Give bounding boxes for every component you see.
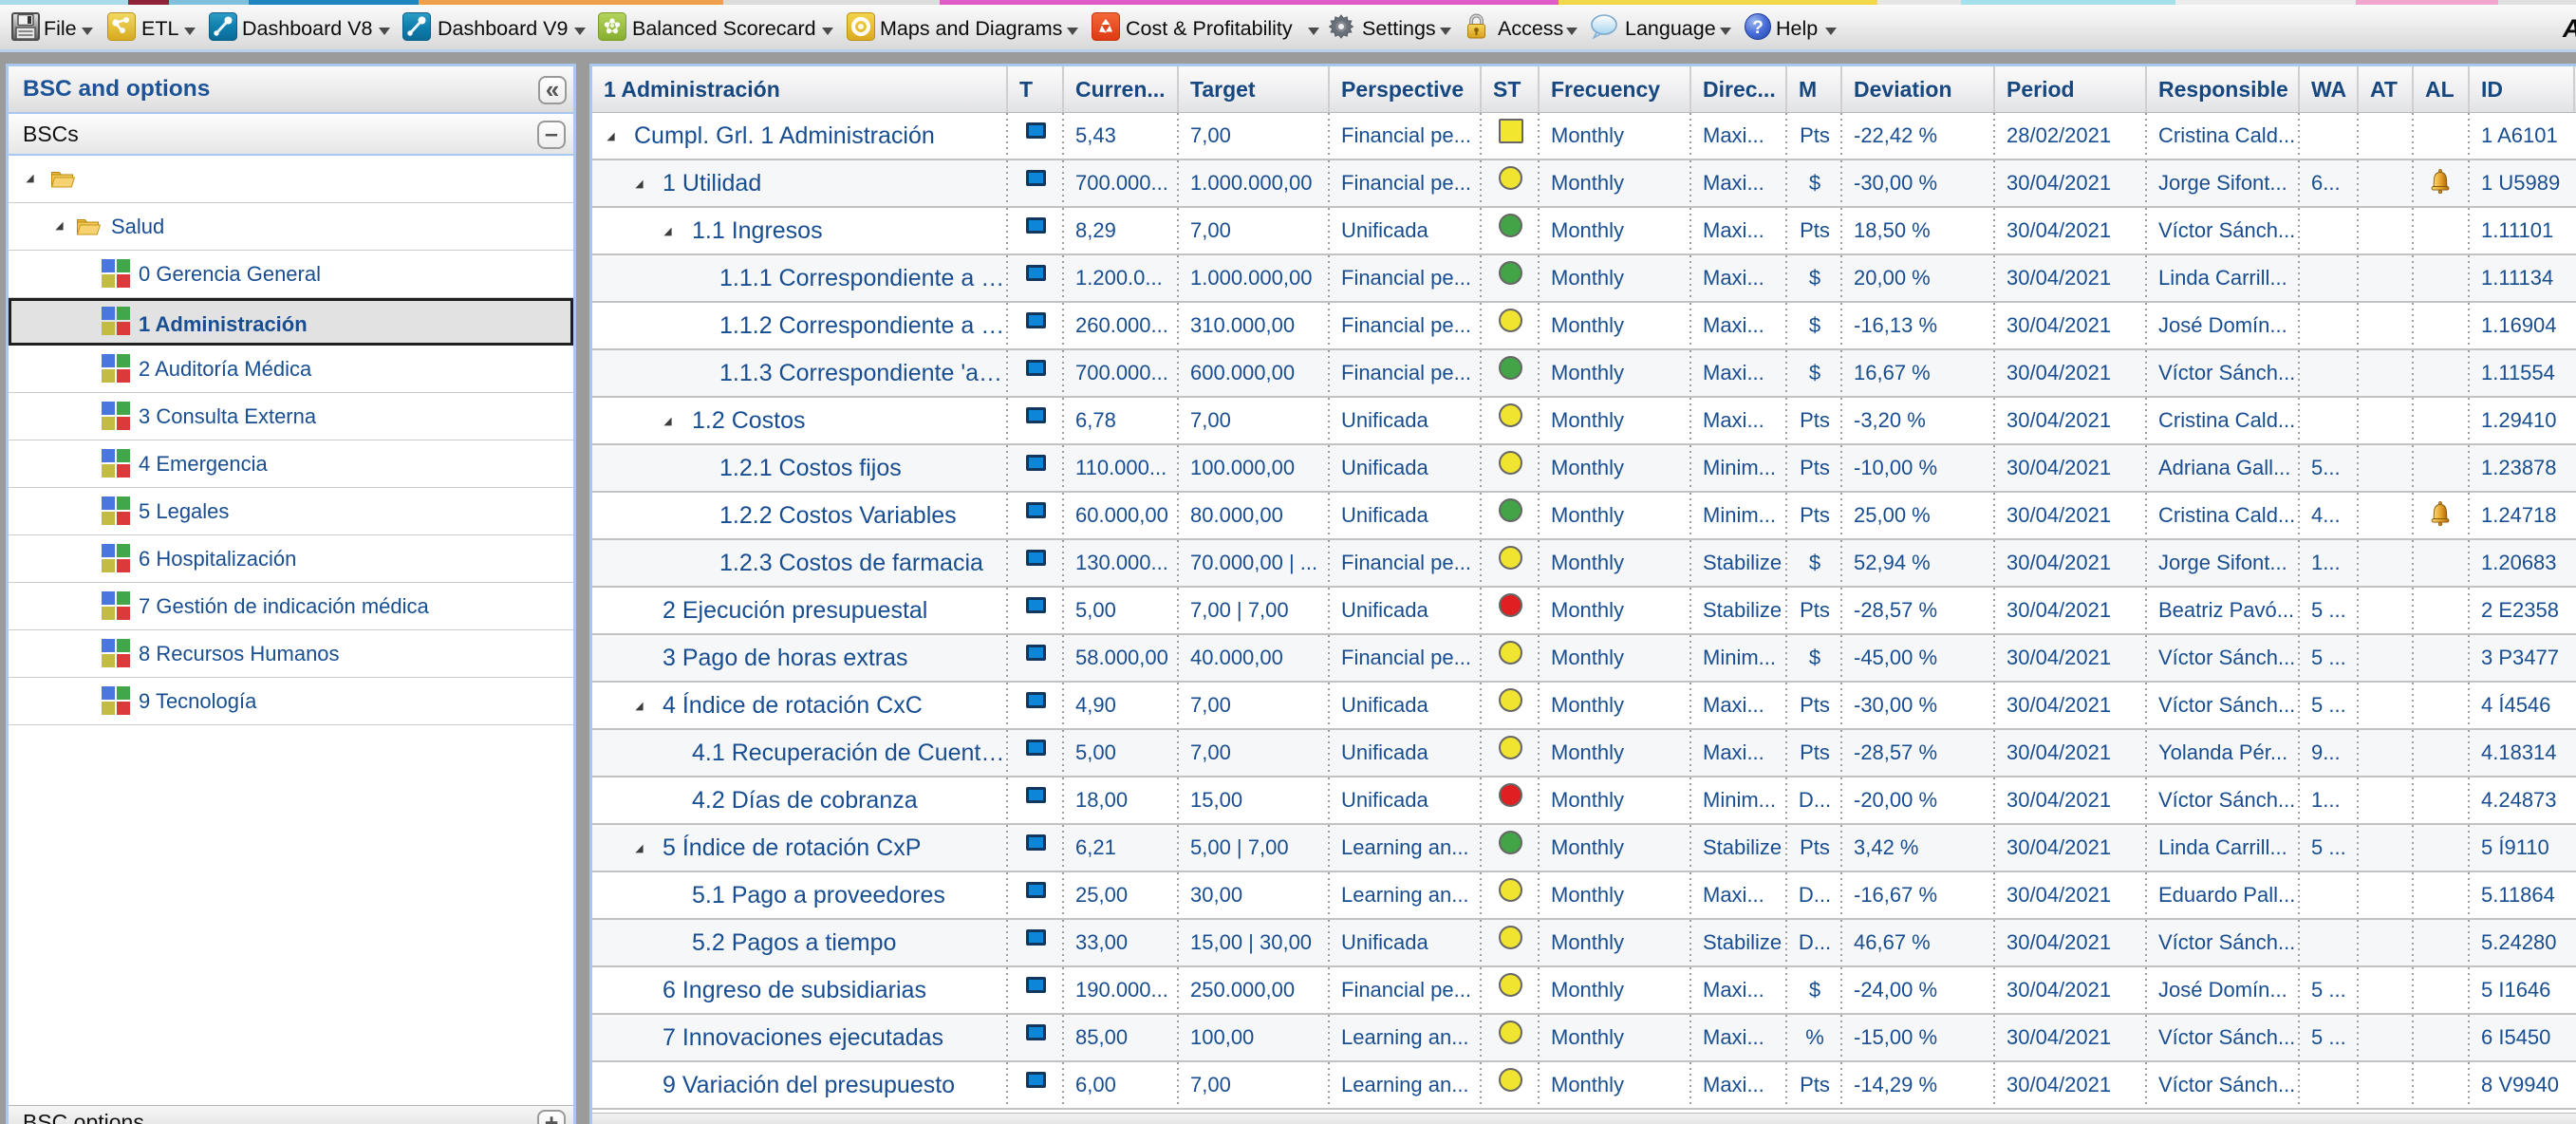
svg-text:?: ? xyxy=(1752,18,1764,38)
